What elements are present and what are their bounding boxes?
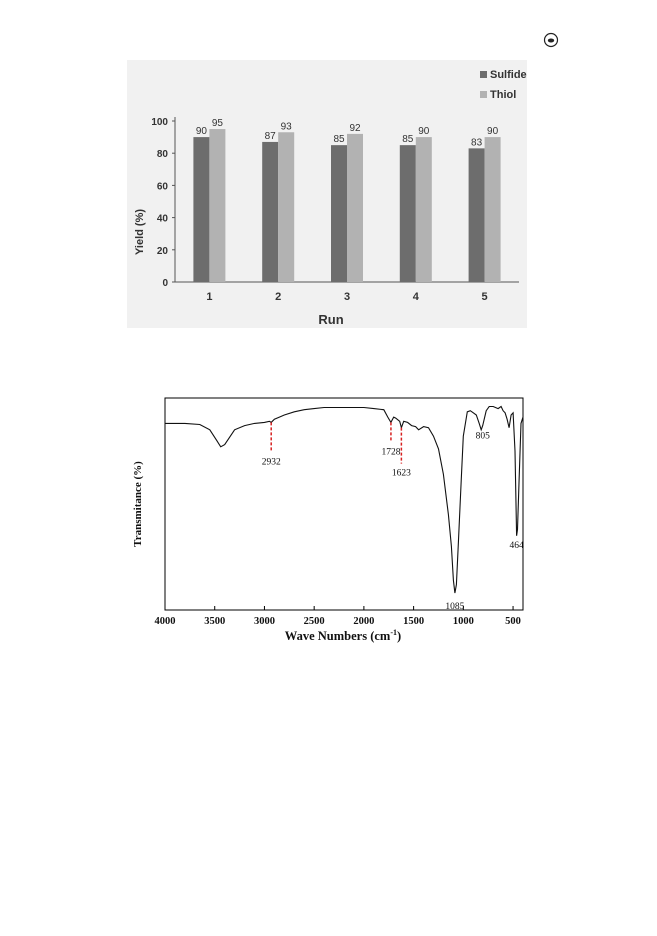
bar-chart-svg: Sulfide Thiol 0 20 40 60 80 100 1 90 95 2 87 93 3 85 9… xyxy=(127,60,527,328)
ir-spectrum-chart: 4000 3500 3000 2500 2000 1500 1000 500 2932 1728 1… xyxy=(125,390,535,650)
x-tick-label: 5 xyxy=(482,291,488,303)
data-label-sulfide: 90 xyxy=(196,126,208,137)
ir-x-tick-label: 4000 xyxy=(155,616,176,627)
y-axis-title: Yield (%) xyxy=(134,209,146,255)
ir-x-tick-label: 3500 xyxy=(204,616,225,627)
data-label-sulfide: 85 xyxy=(402,134,414,145)
ir-x-tick-label: 2000 xyxy=(353,616,374,627)
y-tick-label: 60 xyxy=(157,181,169,192)
data-label-thiol: 90 xyxy=(487,126,499,137)
data-label-sulfide: 87 xyxy=(265,131,277,142)
x-tick-label: 2 xyxy=(275,291,281,303)
ir-spectrum-line xyxy=(165,405,524,594)
ir-x-axis-title-end: ) xyxy=(397,629,401,643)
data-label-thiol: 90 xyxy=(418,126,430,137)
y-tick-label: 20 xyxy=(157,246,169,257)
ir-x-tick-label: 2500 xyxy=(304,616,325,627)
ir-plot-frame xyxy=(164,397,524,611)
bar-chart-legend: Sulfide Thiol xyxy=(480,69,527,101)
x-tick-label: 3 xyxy=(344,291,350,303)
bar-sulfide xyxy=(193,137,210,282)
x-tick-label: 4 xyxy=(413,291,420,303)
circled-dot-icon xyxy=(543,32,559,48)
bar-chart-marks: 0 20 40 60 80 100 1 90 95 2 87 93 3 85 92 4 85 90 5 83 90 xyxy=(151,117,519,303)
ir-x-axis-title-main: Wave Numbers (cm xyxy=(285,629,391,643)
peak-label: 2932 xyxy=(262,457,281,467)
bar-sulfide xyxy=(399,145,416,282)
data-label-thiol: 93 xyxy=(281,121,293,132)
legend-swatch-sulfide xyxy=(480,71,487,78)
ir-x-tick-label: 1500 xyxy=(403,616,424,627)
bar-sulfide xyxy=(262,141,279,282)
yield-bar-chart: Sulfide Thiol 0 20 40 60 80 100 1 90 95 2 87 93 3 85 9… xyxy=(127,60,527,328)
ir-chart-marks: 4000 3500 3000 2500 2000 1500 1000 500 2932 1728 1… xyxy=(155,405,525,627)
y-tick-label: 80 xyxy=(157,149,169,160)
peak-label: 805 xyxy=(476,432,491,442)
bar-chart-background xyxy=(127,60,527,328)
legend-swatch-thiol xyxy=(480,91,487,98)
peak-label: 1623 xyxy=(392,469,411,479)
bar-thiol xyxy=(347,133,363,282)
bar-sulfide xyxy=(468,148,485,282)
ir-x-tick-label: 500 xyxy=(505,616,521,627)
y-tick-label: 40 xyxy=(157,214,169,225)
bar-thiol xyxy=(209,129,226,282)
ir-x-tick-label: 3000 xyxy=(254,616,275,627)
ir-x-axis-title: Wave Numbers (cm-1) xyxy=(285,628,401,643)
y-tick-label: 0 xyxy=(162,278,168,289)
peak-label: 464 xyxy=(510,541,525,551)
data-label-thiol: 92 xyxy=(349,123,361,134)
data-label-sulfide: 83 xyxy=(471,137,483,148)
peak-label: 1085 xyxy=(445,602,464,612)
peak-label: 1728 xyxy=(381,447,400,457)
ir-x-axis-title-sup: -1 xyxy=(390,628,397,637)
bar-sulfide xyxy=(331,145,347,282)
bar-thiol xyxy=(415,137,432,282)
x-tick-label: 1 xyxy=(206,291,212,303)
bar-thiol xyxy=(484,137,501,282)
legend-label-thiol: Thiol xyxy=(490,89,516,101)
data-label-thiol: 95 xyxy=(212,118,224,129)
bar-thiol xyxy=(278,132,295,282)
y-tick-label: 100 xyxy=(151,117,168,128)
data-label-sulfide: 85 xyxy=(333,134,345,145)
x-axis-title: Run xyxy=(318,312,343,327)
ir-y-axis-title: Transmitance (%) xyxy=(132,461,144,547)
ir-chart-svg: 4000 3500 3000 2500 2000 1500 1000 500 2932 1728 1… xyxy=(132,397,525,643)
ir-x-tick-label: 1000 xyxy=(453,616,474,627)
legend-label-sulfide: Sulfide xyxy=(490,69,527,81)
